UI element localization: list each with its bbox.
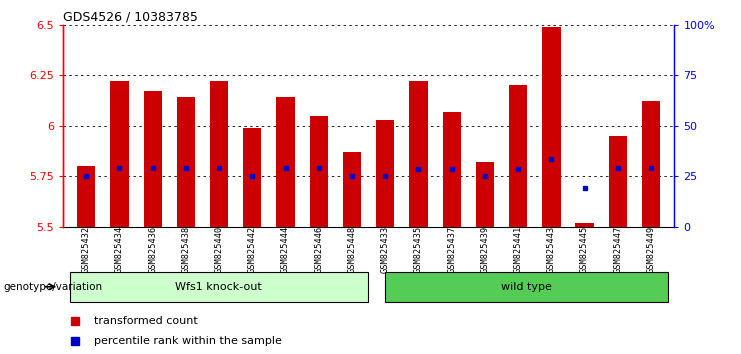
- Bar: [608, 136, 627, 227]
- Bar: [276, 97, 295, 227]
- Text: GSM825447: GSM825447: [614, 225, 622, 273]
- Text: GSM825445: GSM825445: [580, 225, 589, 273]
- Text: transformed count: transformed count: [93, 316, 197, 326]
- Bar: [110, 81, 129, 227]
- Text: GSM825444: GSM825444: [281, 225, 290, 273]
- Bar: [310, 115, 328, 227]
- Text: GSM825438: GSM825438: [182, 225, 190, 273]
- Bar: [343, 152, 361, 227]
- Text: GSM825446: GSM825446: [314, 225, 323, 273]
- Text: GSM825436: GSM825436: [148, 225, 157, 273]
- Text: GSM825440: GSM825440: [215, 225, 224, 273]
- Bar: [177, 97, 195, 227]
- Text: GSM825442: GSM825442: [247, 225, 257, 273]
- Bar: [576, 223, 594, 227]
- Text: GSM825437: GSM825437: [448, 225, 456, 273]
- Bar: [243, 128, 262, 227]
- Text: GSM825441: GSM825441: [514, 225, 522, 273]
- Text: GSM825433: GSM825433: [381, 225, 390, 273]
- Bar: [542, 27, 560, 227]
- Text: GSM825434: GSM825434: [115, 225, 124, 273]
- Text: Wfs1 knock-out: Wfs1 knock-out: [176, 282, 262, 292]
- Text: genotype/variation: genotype/variation: [4, 282, 103, 292]
- Text: GDS4526 / 10383785: GDS4526 / 10383785: [63, 11, 198, 24]
- Text: GSM825449: GSM825449: [647, 225, 656, 273]
- Text: GSM825443: GSM825443: [547, 225, 556, 273]
- Bar: [442, 112, 461, 227]
- FancyBboxPatch shape: [70, 272, 368, 302]
- Bar: [409, 81, 428, 227]
- Bar: [77, 166, 96, 227]
- Text: GSM825432: GSM825432: [82, 225, 90, 273]
- Bar: [476, 162, 494, 227]
- Bar: [509, 85, 528, 227]
- Text: wild type: wild type: [501, 282, 551, 292]
- Text: GSM825435: GSM825435: [414, 225, 423, 273]
- FancyBboxPatch shape: [385, 272, 668, 302]
- Bar: [144, 91, 162, 227]
- Text: GSM825448: GSM825448: [348, 225, 356, 273]
- Bar: [642, 102, 660, 227]
- Bar: [210, 81, 228, 227]
- Bar: [376, 120, 394, 227]
- Text: GSM825439: GSM825439: [480, 225, 490, 273]
- Text: percentile rank within the sample: percentile rank within the sample: [93, 336, 282, 346]
